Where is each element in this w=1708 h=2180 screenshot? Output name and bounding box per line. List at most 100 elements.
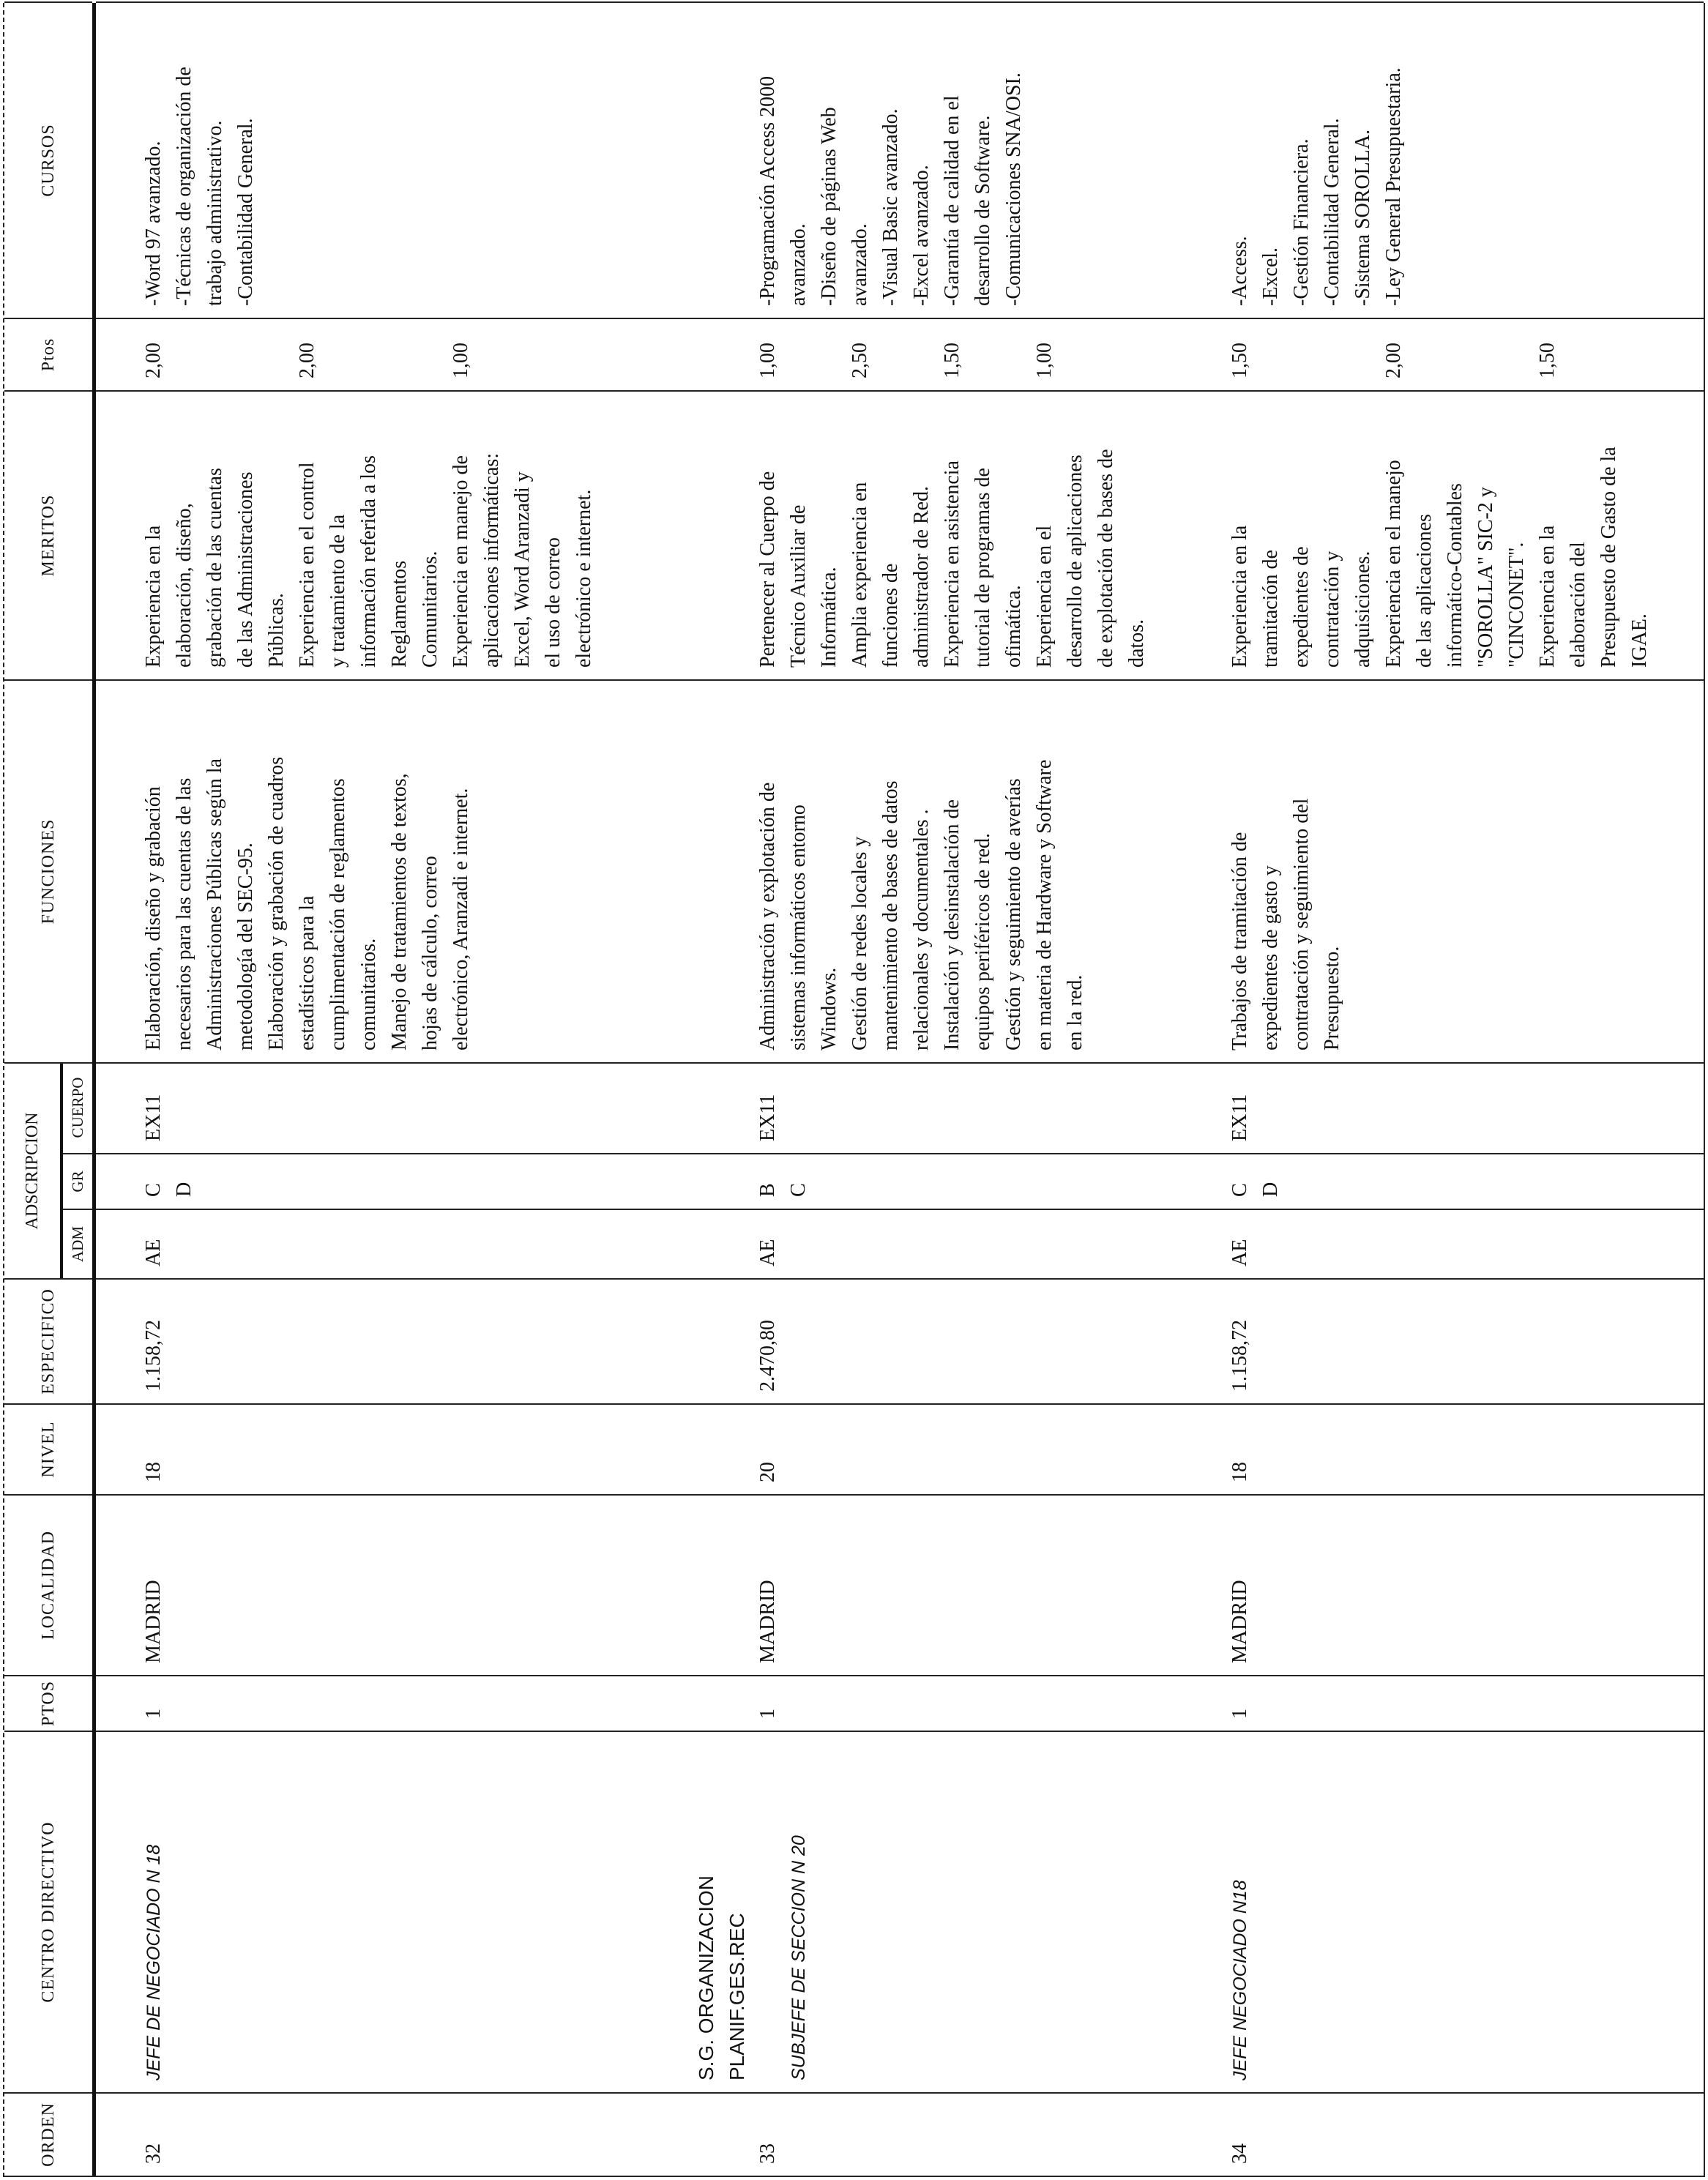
merit-item: Experiencia en la tramitación de expedient… xyxy=(1225,392,1379,668)
curso-line: -Contabilidad General. xyxy=(234,118,257,306)
funciones-line: necesarios para las cuentas de las xyxy=(173,777,195,1050)
merit-line: datos. xyxy=(1125,619,1148,668)
curso-line: -Excel avanzado. xyxy=(910,165,933,306)
funciones-cell: Trabajos de tramitación de expedientes de… xyxy=(1182,679,1704,1062)
merit-line: grabación de las cuentas xyxy=(204,468,226,668)
meritos-ptos-cell: 1,00 2,50 1,50 1,00 xyxy=(710,318,1182,390)
localidad-cell: MADRID xyxy=(1182,1494,1704,1675)
merit-item: Experiencia en la elaboración del Presupue… xyxy=(1532,392,1655,668)
merit-points: 2,00 xyxy=(138,319,292,378)
nivel-cell: 18 xyxy=(1182,1403,1704,1494)
merit-item: Experiencia en la elaboración, diseño, gra… xyxy=(138,392,292,668)
header-ptos: PTOS xyxy=(4,1675,92,1731)
merit-points-value: 2,00 xyxy=(296,343,318,378)
funciones-line: expedientes de gasto y xyxy=(1259,865,1282,1050)
curso-line: desarrollo de Software. xyxy=(972,115,994,306)
merit-points: 1,50 xyxy=(937,319,1029,378)
meritos-ptos-cell: 1,50 2,00 1,50 xyxy=(1182,318,1704,390)
organization-name: S.G. ORGANIZACION PLANIF.GES.REC xyxy=(691,1875,753,2080)
header-funciones: FUNCIONES xyxy=(4,679,92,1062)
organization-line: S.G. ORGANIZACION xyxy=(695,1875,717,2080)
merit-points: 1,50 xyxy=(1532,319,1655,378)
merit-line: IGAE. xyxy=(1628,613,1651,668)
funciones-cell: Elaboración, diseño y grabación necesario… xyxy=(96,679,710,1062)
centro-directivo-cell: JEFE DE NEGOCIADO N 18 xyxy=(96,1731,710,2092)
merit-points-value: 1,50 xyxy=(1228,343,1251,378)
merit-line: Experiencia en manejo de xyxy=(450,455,472,668)
merit-points-value: 1,00 xyxy=(1033,343,1056,378)
funciones-cell: Administración y explotación de sistemas … xyxy=(710,679,1182,1062)
merit-line: Informática. xyxy=(818,567,840,668)
especifico-cell-value: 1.158,72 xyxy=(1228,1320,1251,1392)
localidad-cell-value: MADRID xyxy=(1228,1580,1251,1663)
header-especifico: ESPECIFICO xyxy=(4,1278,92,1403)
merit-points-value: 1,00 xyxy=(756,343,779,378)
merit-line: expedientes de xyxy=(1290,546,1313,668)
curso-line: -Comunicaciones SNA/OSI. xyxy=(1002,72,1025,306)
curso-line: -Garantía de calidad en el xyxy=(941,95,963,306)
merit-line: y tratamiento de la xyxy=(327,514,349,668)
localidad-cell: MADRID xyxy=(710,1494,1182,1675)
funciones-line: sistemas informáticos entorno xyxy=(787,805,810,1050)
cuerpo-cell: EX11 xyxy=(710,1062,1182,1153)
table-header: ORDEN CENTRO DIRECTIVO PTOS LOCALIDAD NI… xyxy=(4,1,96,2176)
localidad-cell-value: MADRID xyxy=(142,1580,165,1663)
puesto-title: JEFE DE NEGOCIADO N 18 xyxy=(143,1844,164,2080)
merit-line: de las aplicaciones xyxy=(1413,514,1436,668)
funciones-line: cumplimentación de reglamentos xyxy=(327,778,349,1050)
puesto-title: SUBJEFE DE SECCION N 20 xyxy=(788,1835,809,2080)
merit-points-value: 1,50 xyxy=(941,343,963,378)
funciones-line: comunitarios. xyxy=(357,938,380,1050)
merit-line: aplicaciones informáticas: xyxy=(480,452,503,668)
header-orden: ORDEN xyxy=(4,2092,92,2176)
merit-line: desarrollo de aplicaciones xyxy=(1064,455,1086,668)
nivel-cell-value: 18 xyxy=(142,1462,165,1482)
nivel-cell-value: 20 xyxy=(756,1462,779,1482)
merit-line: tutorial de programas de xyxy=(972,468,994,668)
puesto-title: JEFE NEGOCIADO N18 xyxy=(1230,1880,1250,2080)
adm-cell-value: AE xyxy=(756,1239,779,1266)
merit-line: Pertenecer al Cuerpo de xyxy=(756,471,779,668)
funciones-line: estadísticos para la xyxy=(296,895,318,1050)
merit-line: Amplia experiencia en xyxy=(849,482,871,668)
funciones-line: en la red. xyxy=(1064,974,1086,1050)
merit-item: Experiencia en el manejo de las aplicacio… xyxy=(1379,392,1532,668)
merit-item: Amplia experiencia en funciones de adminis… xyxy=(845,392,937,668)
nivel-cell: 18 xyxy=(96,1403,710,1494)
header-adscripcion: ADSCRIPCION xyxy=(4,1064,63,1278)
merit-item: Experiencia en asistencia tutorial de pro… xyxy=(937,392,1029,668)
merit-line: "SOROLLA" SIC-2 y xyxy=(1474,487,1497,668)
meritos-ptos-cell: 2,00 2,00 1,00 xyxy=(96,318,710,390)
funciones-line: Gestión de redes locales y xyxy=(849,836,871,1050)
merit-line: Experiencia en el control xyxy=(296,462,318,668)
adm-cell-value: AE xyxy=(1228,1239,1251,1266)
funciones-line: metodología del SEC-95. xyxy=(234,843,257,1050)
merit-item: Experiencia en el desarrollo de aplicacio… xyxy=(1029,392,1152,668)
merit-points: 1,00 xyxy=(753,319,845,378)
merit-line: informático-Contables xyxy=(1444,483,1466,668)
curso-line: -Contabilidad General. xyxy=(1321,118,1343,306)
merit-points-value: 2,00 xyxy=(1382,343,1405,378)
merit-line: Comunitarios. xyxy=(419,550,441,668)
gr-value: B xyxy=(756,1183,779,1197)
orden-cell-value: 32 xyxy=(142,2143,165,2164)
funciones-line: contratación y seguimiento del xyxy=(1290,798,1313,1050)
funciones-line: Presupuesto. xyxy=(1321,946,1343,1050)
header-localidad: LOCALIDAD xyxy=(4,1494,92,1675)
merit-item: Pertenecer al Cuerpo de Técnico Auxiliar … xyxy=(753,392,845,668)
orden-cell: 33 xyxy=(710,2092,1182,2176)
merit-line: adquisiciones. xyxy=(1351,550,1374,668)
funciones-line: relacionales y documentales . xyxy=(910,809,933,1050)
localidad-cell: MADRID xyxy=(96,1494,710,1675)
especifico-cell: 2.470,80 xyxy=(710,1278,1182,1403)
merit-line: Experiencia en el manejo xyxy=(1382,460,1405,668)
merit-line: ofimática. xyxy=(1002,585,1025,668)
merit-line: Públicas. xyxy=(265,593,288,668)
funciones-line: en materia de Hardware y Software xyxy=(1033,759,1056,1050)
cuerpo-cell: EX11 xyxy=(1182,1062,1704,1153)
orden-cell: 32 xyxy=(96,2092,710,2176)
nivel-cell: 20 xyxy=(710,1403,1182,1494)
curso-line: -Access. xyxy=(1228,236,1251,306)
